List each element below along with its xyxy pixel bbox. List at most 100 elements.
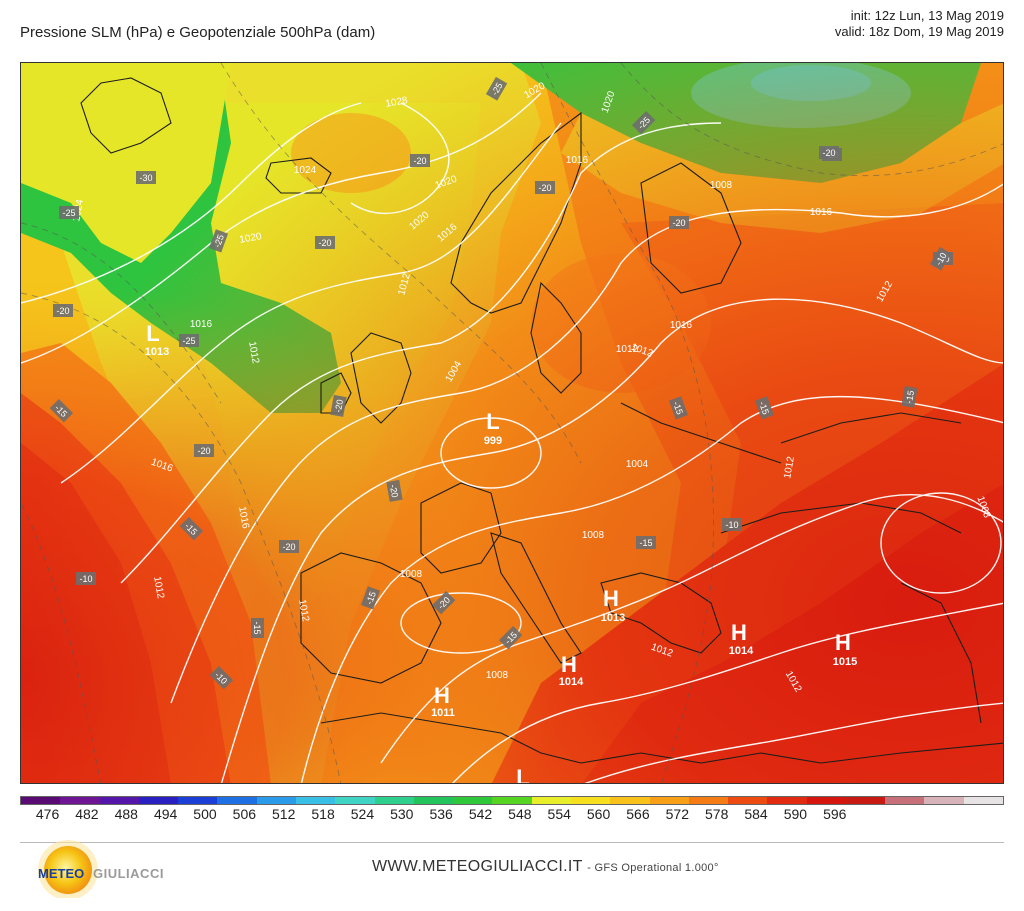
logo-text-giuliacci: GIULIACCI <box>93 866 164 881</box>
isobar-label: 1024 <box>294 165 317 176</box>
svg-text:-20: -20 <box>538 183 551 193</box>
color-scale-labels: 476 482 488 494 500 506 512 518 524 530 536 542 548 5… <box>20 806 1004 826</box>
map-title: Pressione SLM (hPa) e Geopotenziale 500h… <box>20 24 376 41</box>
center-letter: H <box>835 630 851 655</box>
center-letter: L <box>516 765 529 784</box>
isobar-label: 1012 <box>782 455 797 479</box>
center-value: 1013 <box>145 346 169 358</box>
center-letter: L <box>486 409 499 434</box>
scale-label: 494 <box>153 806 178 822</box>
weather-map: L 1013 L 999 H 1013 H 1014 H 1015 H 1014… <box>20 62 1004 784</box>
temp-label: -20 <box>194 444 214 457</box>
scale-swatch <box>217 797 257 804</box>
isobar-label: 1008 <box>710 180 733 191</box>
temp-label: -20 <box>535 181 555 194</box>
scale-swatch <box>21 797 61 804</box>
scale-swatch <box>335 797 375 804</box>
scale-label: 584 <box>744 806 768 822</box>
scale-label: 476 <box>35 806 60 822</box>
temp-label: -15 <box>179 516 204 541</box>
scale-label: 482 <box>75 806 99 822</box>
svg-text:-15: -15 <box>364 590 378 606</box>
model-info: - GFS Operational 1.000° <box>587 862 719 874</box>
temp-label: -25 <box>631 110 656 135</box>
scale-swatch <box>453 797 493 804</box>
isobar-label: 1012 <box>246 341 261 365</box>
scale-swatch <box>178 797 218 804</box>
temp-label: -25 <box>485 76 508 101</box>
isobar-label: 1016 <box>236 506 251 530</box>
scale-swatch <box>531 797 571 804</box>
scale-label: 500 <box>193 806 217 822</box>
scale-swatch <box>256 797 296 804</box>
color-scale-bar <box>20 796 1004 805</box>
svg-text:-20: -20 <box>56 306 69 316</box>
scale-label: 560 <box>586 806 611 822</box>
temp-label: -20 <box>386 479 403 502</box>
temp-label: -15 <box>754 396 774 420</box>
center-value: 1015 <box>833 656 857 668</box>
scale-label: 506 <box>232 806 257 822</box>
svg-text:-20: -20 <box>672 218 685 228</box>
svg-text:-15: -15 <box>757 400 771 416</box>
scale-label: 578 <box>704 806 729 822</box>
svg-text:-20: -20 <box>197 446 210 456</box>
center-value: 999 <box>484 435 502 447</box>
scale-swatch <box>99 797 139 804</box>
center-letter: H <box>731 620 747 645</box>
scale-swatch <box>924 797 964 804</box>
scale-label: 554 <box>547 806 571 822</box>
isobar-label: 1012 <box>296 599 311 623</box>
svg-text:-15: -15 <box>904 390 916 405</box>
scale-swatch <box>845 797 886 804</box>
temp-label: -20 <box>410 154 430 167</box>
temp-label: -20 <box>53 304 73 317</box>
center-letter: H <box>434 683 450 708</box>
center-value: 1011 <box>431 707 455 719</box>
center-letter: H <box>603 586 619 611</box>
temp-label: -20 <box>315 236 335 249</box>
scale-swatch <box>413 797 454 804</box>
scale-label: 542 <box>468 806 493 822</box>
scale-label: 590 <box>783 806 808 822</box>
isobar-label: 1016 <box>810 207 833 218</box>
svg-text:-10: -10 <box>79 574 92 584</box>
scale-label: 596 <box>823 806 847 822</box>
scale-swatch <box>649 797 689 804</box>
temp-label: -20 <box>330 394 347 417</box>
scale-swatch <box>688 797 729 804</box>
svg-text:-20: -20 <box>822 148 835 158</box>
temp-label: -15 <box>498 625 523 650</box>
temp-label: -25 <box>59 206 79 219</box>
logo-text-meteo: METEO <box>38 866 84 881</box>
scale-swatch <box>885 797 925 804</box>
scale-label: 566 <box>626 806 650 822</box>
svg-text:-30: -30 <box>139 173 152 183</box>
temp-label: -20 <box>819 146 839 159</box>
run-info: init: 12z Lun, 13 Mag 2019 valid: 18z Do… <box>835 8 1004 40</box>
center-letter: L <box>146 321 159 346</box>
scale-swatch <box>728 797 768 804</box>
temp-label: -15 <box>901 385 918 408</box>
isobar-label: 1008 <box>400 569 423 580</box>
temp-label: -20 <box>669 216 689 229</box>
center-value: 1014 <box>729 645 754 657</box>
isobar-label: 1008 <box>486 670 509 681</box>
scale-label: 548 <box>508 806 532 822</box>
scale-swatch <box>374 797 414 804</box>
website-url[interactable]: WWW.METEOGIULIACCI.IT <box>372 858 583 875</box>
svg-text:-25: -25 <box>62 208 75 218</box>
isobar-label: 1016 <box>190 319 213 330</box>
valid-time: valid: 18z Dom, 19 Mag 2019 <box>834 24 1004 39</box>
isobar-label: 1012 <box>616 344 639 355</box>
center-value: 1014 <box>559 676 584 688</box>
svg-text:-10: -10 <box>725 520 738 530</box>
scale-label: 530 <box>390 806 414 822</box>
isobar-label: 1016 <box>566 155 589 166</box>
footer-divider <box>20 842 1004 843</box>
isobar-label: 1004 <box>626 459 649 470</box>
temp-label: -10 <box>209 665 234 690</box>
scale-swatch <box>138 797 179 804</box>
svg-text:-20: -20 <box>388 484 400 499</box>
init-time: init: 12z Lun, 13 Mag 2019 <box>850 8 1004 23</box>
